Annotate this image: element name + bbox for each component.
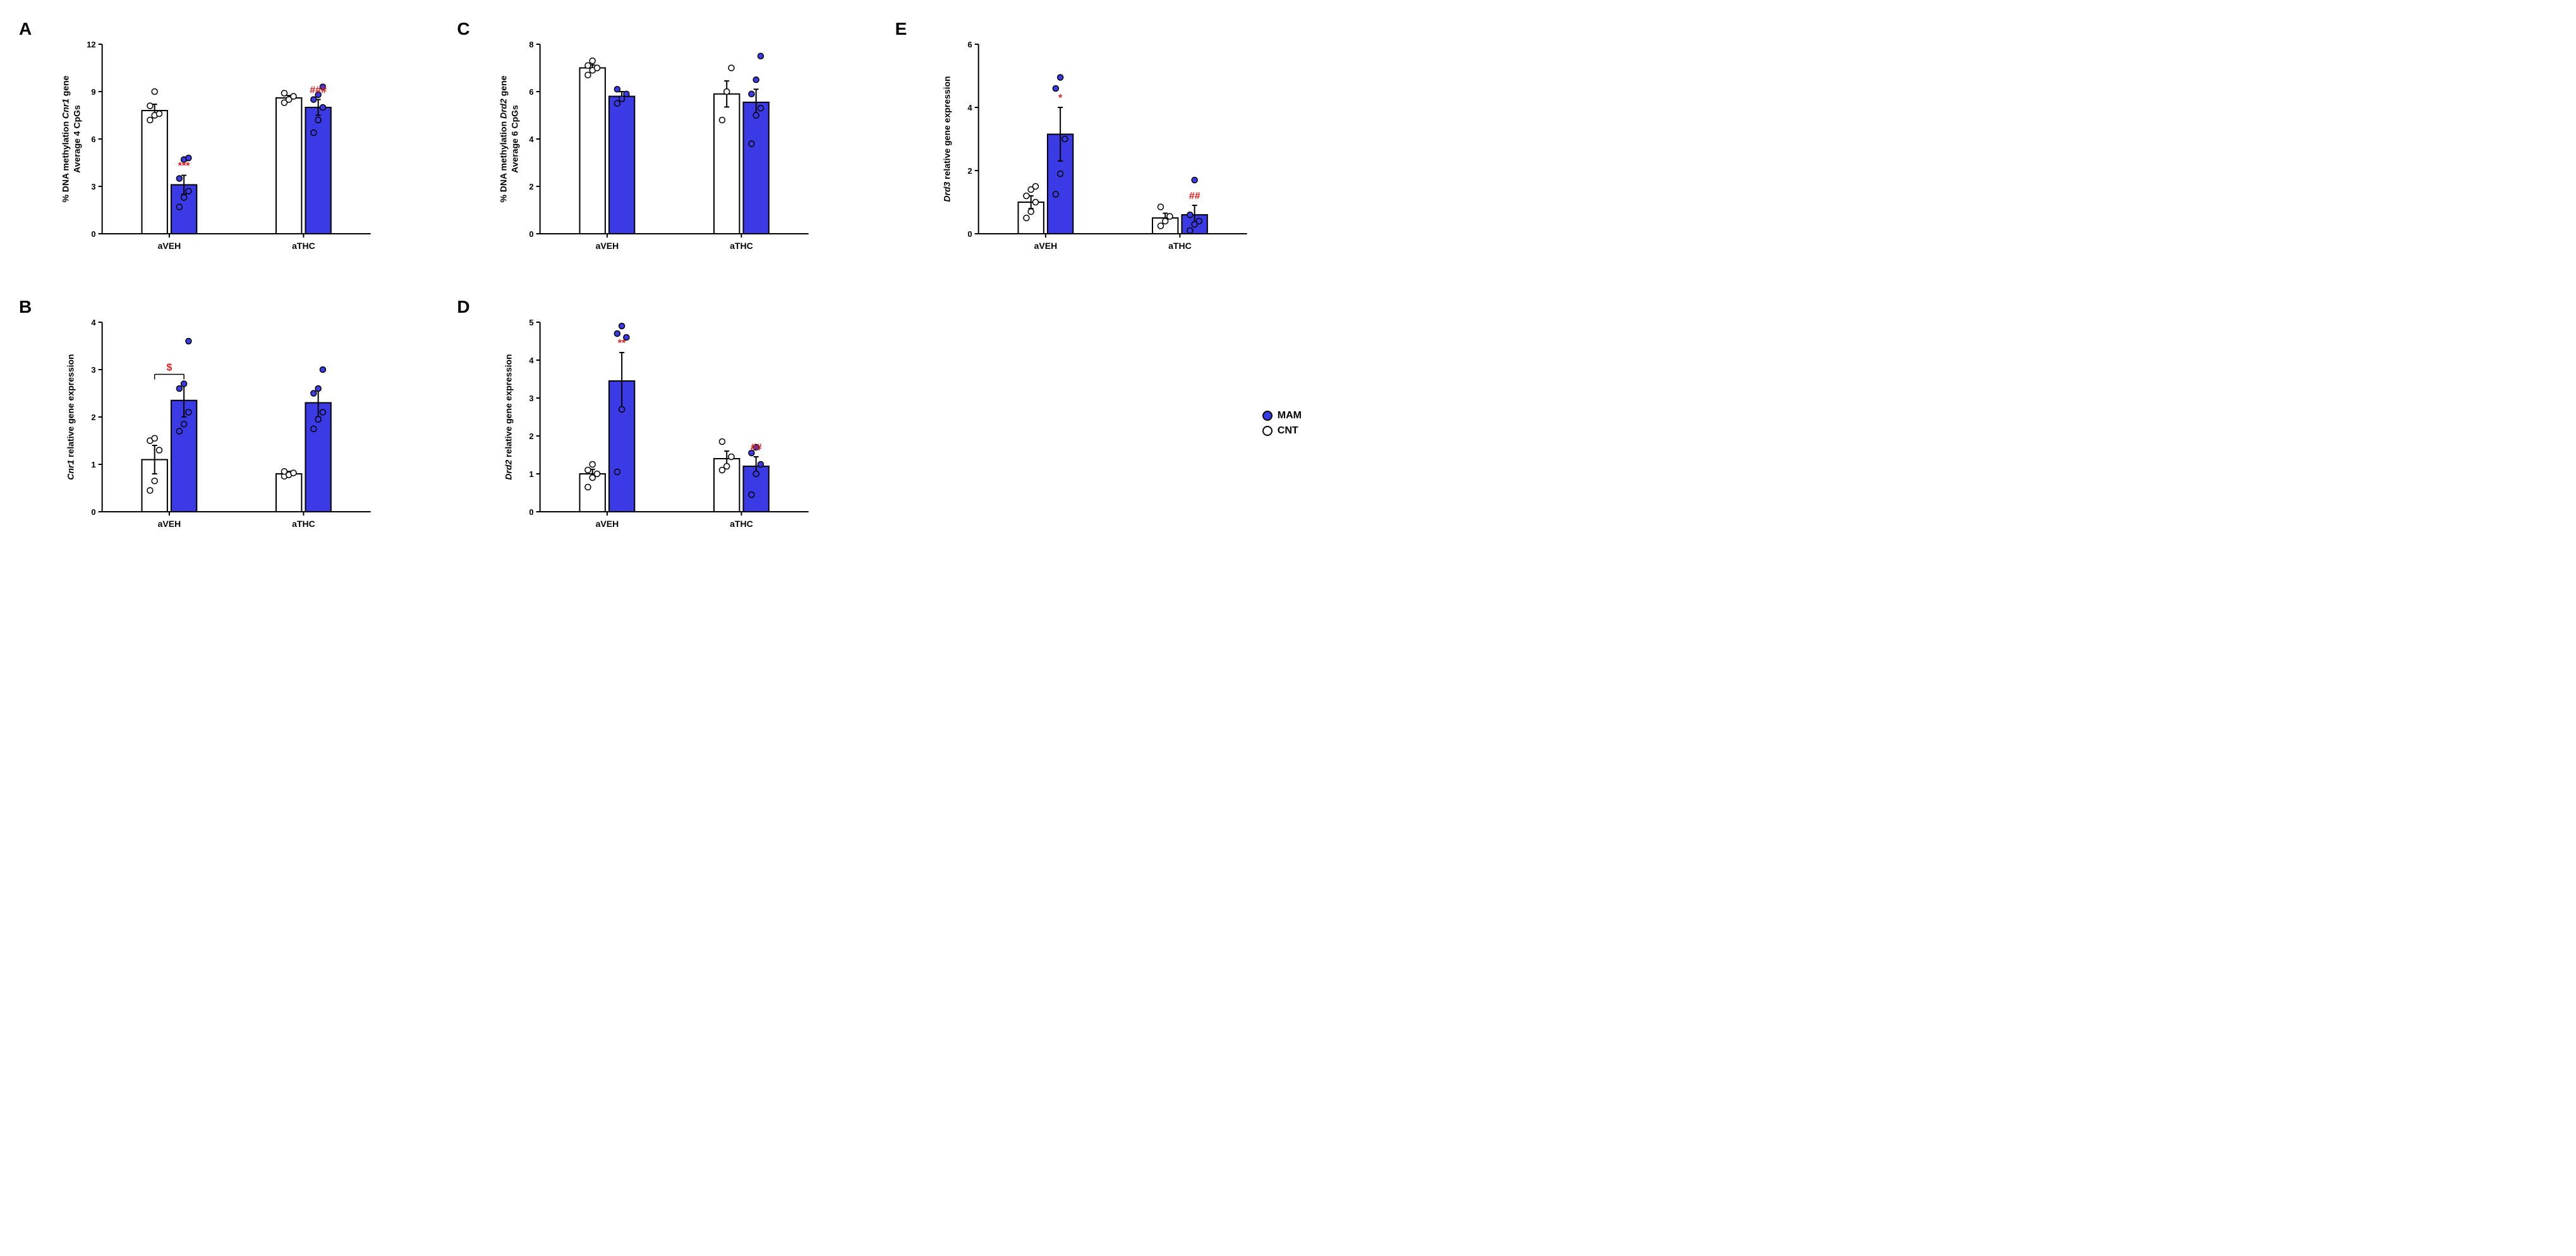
chart-A: 0 3 6 9 12 % DNA methylation Cnr1 geneAverage… (25, 25, 413, 265)
svg-text:4: 4 (967, 103, 972, 112)
svg-text:aVEH: aVEH (158, 519, 181, 529)
svg-text:0: 0 (529, 229, 534, 239)
svg-text:Cnr1 relative gene expression: Cnr1 relative gene expression (66, 354, 76, 480)
svg-text:Drd3 relative gene expression: Drd3 relative gene expression (941, 76, 952, 202)
svg-text:% DNA methylation Drd2 gene: % DNA methylation Drd2 gene (499, 75, 509, 202)
svg-text:###: ### (310, 85, 327, 96)
svg-text:0: 0 (967, 229, 972, 239)
svg-text:5: 5 (529, 318, 534, 327)
svg-text:aTHC: aTHC (730, 519, 753, 529)
svg-text:Drd2 relative gene expression: Drd2 relative gene expression (504, 354, 514, 480)
svg-text:2: 2 (529, 432, 534, 441)
svg-text:$: $ (166, 363, 172, 373)
svg-text:aTHC: aTHC (730, 241, 753, 251)
svg-text:2: 2 (91, 413, 95, 422)
svg-text:6: 6 (967, 40, 972, 49)
legend-marker-cnt (1262, 426, 1273, 436)
svg-text:0: 0 (91, 507, 95, 517)
legend-row-mam: MAM (1262, 410, 1302, 421)
svg-text:3: 3 (91, 365, 95, 375)
svg-text:aTHC: aTHC (1168, 241, 1192, 251)
chart-D: 0 1 2 3 4 5 Drd2 relative gene expression ** ## a… (463, 303, 850, 543)
svg-text:0: 0 (529, 507, 534, 517)
svg-text:##: ## (751, 442, 762, 453)
legend-row-cnt: CNT (1262, 425, 1302, 437)
legend-cell: MAM CNT (902, 303, 1289, 543)
svg-text:9: 9 (91, 87, 95, 97)
svg-text:**: ** (618, 338, 626, 349)
panel-B: B 01234Cnr1 relative gene expression$aVE… (25, 303, 413, 543)
panel-D: D 012345Drd2 relative gene expression**#… (463, 303, 850, 543)
svg-text:12: 12 (87, 40, 95, 49)
svg-text:Average 6 CpGs: Average 6 CpGs (510, 105, 520, 173)
svg-text:6: 6 (529, 87, 534, 97)
chart-B: 0 1 2 3 4 Cnr1 relative gene expression $ aVEH a… (25, 303, 413, 543)
svg-text:***: *** (178, 161, 190, 172)
svg-text:*: * (1058, 93, 1063, 104)
panel-C: C 02468% DNA methylation Drd2 geneAverag… (463, 25, 850, 265)
panel-A: A 036912% DNA methylation Cnr1 geneAvera… (25, 25, 413, 265)
legend-marker-mam (1262, 411, 1273, 421)
svg-text:aVEH: aVEH (596, 519, 619, 529)
svg-text:0: 0 (91, 229, 95, 239)
chart-C: 0 2 4 6 8 % DNA methylation Drd2 geneAverage … (463, 25, 850, 265)
svg-text:aTHC: aTHC (292, 519, 315, 529)
svg-text:aVEH: aVEH (1034, 241, 1057, 251)
svg-text:1: 1 (529, 469, 534, 479)
svg-text:2: 2 (529, 182, 534, 191)
svg-text:3: 3 (529, 394, 534, 403)
legend: MAM CNT (1262, 406, 1302, 440)
svg-text:aVEH: aVEH (158, 241, 181, 251)
svg-text:1: 1 (91, 460, 95, 469)
svg-text:3: 3 (91, 182, 95, 191)
panel-E: E 0246Drd3 relative gene expression*##aV… (902, 25, 1289, 265)
svg-text:##: ## (1188, 191, 1200, 202)
svg-text:6: 6 (91, 135, 95, 144)
legend-label-mam: MAM (1278, 410, 1302, 421)
legend-label-cnt: CNT (1278, 425, 1298, 437)
svg-text:4: 4 (529, 356, 535, 365)
svg-text:% DNA methylation Cnr1 gene: % DNA methylation Cnr1 gene (61, 75, 71, 202)
svg-text:Average 4 CpGs: Average 4 CpGs (72, 105, 82, 173)
svg-text:4: 4 (91, 318, 96, 327)
chart-E: 0 2 4 6 Drd3 relative gene expression * ## aVEH… (902, 25, 1289, 265)
svg-text:2: 2 (967, 166, 972, 176)
svg-text:8: 8 (529, 40, 534, 49)
svg-text:4: 4 (529, 135, 535, 144)
figure-grid: A 036912% DNA methylation Cnr1 geneAvera… (25, 25, 1289, 543)
svg-text:aTHC: aTHC (292, 241, 315, 251)
svg-text:aVEH: aVEH (596, 241, 619, 251)
